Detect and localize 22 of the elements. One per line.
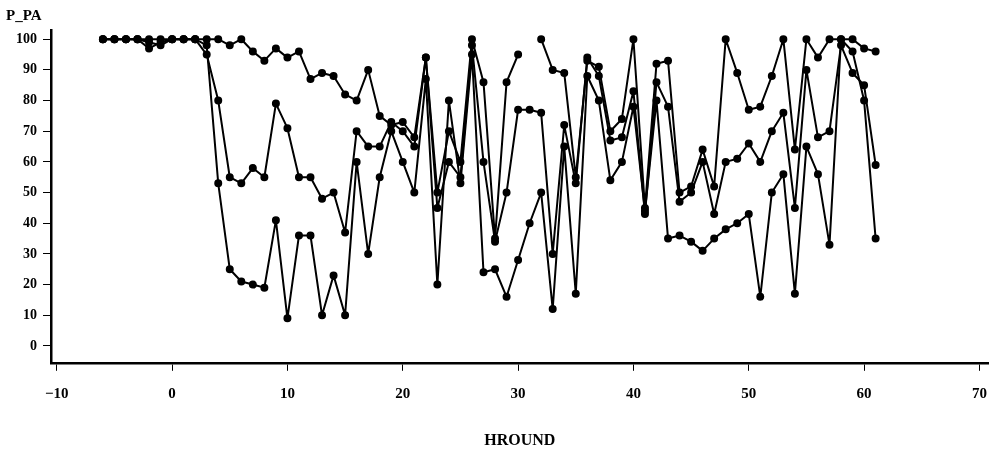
y-tick-label: 60 (23, 153, 37, 169)
x-tick-label: 10 (279, 384, 295, 401)
y-tick-label: 0 (30, 337, 37, 353)
x-tick-label: 60 (856, 384, 872, 401)
y-tick-label: 90 (23, 61, 37, 77)
x-tick-label: 30 (510, 384, 526, 401)
x-tick-label: 0 (168, 384, 176, 401)
y-tick-label: 80 (23, 92, 37, 108)
y-tick-label: 10 (23, 306, 37, 322)
y-tick-label: 70 (23, 122, 37, 138)
y-tick-label: 30 (23, 245, 37, 261)
x-tick-label: 50 (741, 384, 757, 401)
y-tick-label: 100 (16, 30, 37, 46)
x-tick-label: 20 (395, 384, 411, 401)
y-tick-label: 40 (23, 214, 37, 230)
x-tick-label: −10 (44, 384, 69, 401)
x-tick-label: 70 (971, 384, 987, 401)
x-tick-label: 40 (625, 384, 641, 401)
y-tick-label: 50 (23, 184, 37, 200)
x-axis-title: HROUND (484, 430, 556, 448)
y-axis-title: P_PA (6, 7, 42, 24)
y-tick-label: 20 (23, 276, 37, 292)
